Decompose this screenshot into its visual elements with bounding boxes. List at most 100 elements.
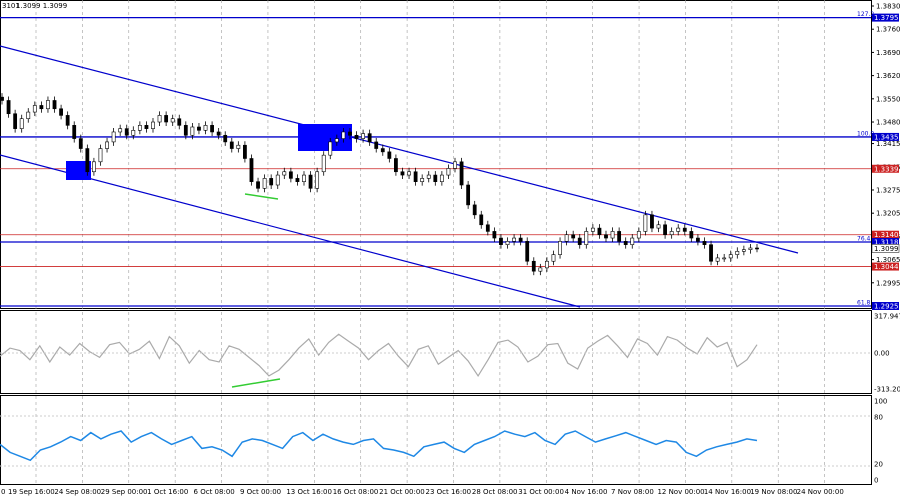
candle-body xyxy=(315,171,320,189)
candle-body xyxy=(387,151,392,159)
candle-body xyxy=(85,148,90,173)
candle-body xyxy=(65,115,70,126)
candle-body xyxy=(374,141,379,149)
x-tick-label: 29 Sep 00:00 xyxy=(101,488,148,496)
candle-body xyxy=(118,128,123,133)
candle-body xyxy=(92,161,96,173)
candle-body xyxy=(269,178,274,186)
x-tick-label: 4 Nov 16:00 xyxy=(565,488,608,496)
candle-body xyxy=(505,241,510,245)
x-tick-label: 7 Nov 08:00 xyxy=(611,488,654,496)
candle-body xyxy=(689,231,694,239)
rsi-tick-label: 100 xyxy=(874,398,887,406)
candle-body xyxy=(236,144,241,149)
candle-body xyxy=(604,234,608,239)
price-label-text: 1.3339 xyxy=(874,165,899,173)
candle-body xyxy=(183,125,188,136)
candle-body xyxy=(400,171,405,176)
candle-body xyxy=(531,260,536,272)
candle-body xyxy=(26,111,31,120)
candle-body xyxy=(321,154,326,173)
x-tick-label: 28 Oct 08:00 xyxy=(472,488,518,496)
channel-lower-line xyxy=(0,154,581,308)
candle-body xyxy=(229,141,234,149)
price-label-text: 1.3099 xyxy=(874,245,899,253)
fib-label: 127.2 xyxy=(857,11,874,18)
y-tick-label: 1.3065 xyxy=(876,256,900,264)
candle-body xyxy=(59,108,63,116)
candle-body xyxy=(525,241,530,262)
candle-body xyxy=(735,251,740,255)
candle-body xyxy=(518,237,523,242)
x-tick-label: 12 Nov 00:00 xyxy=(657,488,704,496)
rsi-line xyxy=(0,430,758,462)
candle-body xyxy=(446,168,451,176)
candle-body xyxy=(558,241,562,255)
price-label-text: 1.3435 xyxy=(874,133,899,141)
x-tick-label: 6 Oct 08:00 xyxy=(194,488,235,496)
candle-body xyxy=(728,254,733,259)
candle-body xyxy=(755,247,759,250)
x-tick-label: 9 Oct 00:00 xyxy=(240,488,281,496)
x-first-label: 0 xyxy=(1,488,5,496)
candle-body xyxy=(124,128,129,136)
fib-label: 100.0 xyxy=(857,130,874,137)
fib-labels: 127.2 100.0 76.4 61.8 xyxy=(857,11,874,306)
candle-body xyxy=(328,141,333,156)
candle-body xyxy=(256,181,260,189)
header-symbol: 3101 xyxy=(2,2,20,10)
rsi-tick-label: 20 xyxy=(874,461,883,469)
candle-body xyxy=(32,105,37,113)
y-tick-label: 1.3690 xyxy=(876,49,900,57)
candle-body xyxy=(367,133,372,143)
candle-body xyxy=(466,184,471,206)
candle-body xyxy=(190,126,195,136)
price-label-box xyxy=(872,238,899,247)
candle-body xyxy=(696,237,700,242)
y-tick-label: 1.3760 xyxy=(876,26,900,34)
candle-body xyxy=(0,96,4,101)
x-tick-label: 21 Oct 00:00 xyxy=(379,488,425,496)
candle-body xyxy=(426,174,431,179)
cci-tick-label: -313.204 xyxy=(874,386,900,394)
candle-body xyxy=(223,134,228,143)
candle-body xyxy=(709,244,713,262)
candle-body xyxy=(420,178,425,182)
candle-body xyxy=(98,148,103,163)
candle-body xyxy=(499,237,503,245)
candle-body xyxy=(650,214,654,229)
candle-body xyxy=(453,161,457,169)
price-label-text: 1.2925 xyxy=(874,303,899,311)
candle-body xyxy=(492,231,497,239)
rsi-panel xyxy=(0,395,872,485)
candle-body xyxy=(571,234,576,239)
candle-body xyxy=(656,224,661,229)
candle-body xyxy=(439,174,444,182)
candle-body xyxy=(741,249,746,252)
candle-body xyxy=(6,100,11,115)
candle-body xyxy=(479,214,484,226)
x-tick-label: 14 Nov 16:00 xyxy=(704,488,751,496)
candle-body xyxy=(151,121,155,129)
rsi-axis: 100 80 20 0 xyxy=(874,398,887,485)
y-tick-label: 1.3620 xyxy=(876,72,900,80)
candle-body xyxy=(111,131,116,143)
candle-body xyxy=(722,257,727,260)
y-tick-label: 1.3480 xyxy=(876,119,900,127)
candle-body xyxy=(459,161,464,186)
candle-body xyxy=(630,237,635,245)
candle-body xyxy=(636,231,641,239)
x-tick-label: 13 Oct 16:00 xyxy=(286,488,332,496)
candle-body xyxy=(643,214,648,232)
candle-body xyxy=(433,174,438,182)
x-tick-label: 23 Oct 16:00 xyxy=(426,488,472,496)
price-label-text: 1.3118 xyxy=(874,239,899,247)
candle-body xyxy=(669,231,674,236)
y-tick-label: 1.3275 xyxy=(876,186,900,194)
cci-tick-label: 0.00 xyxy=(874,349,890,357)
candle-body xyxy=(78,138,83,149)
candle-body xyxy=(72,125,77,139)
y-tick-label: 1.3830 xyxy=(876,3,900,11)
candle-body xyxy=(249,158,254,182)
x-tick-label: 19 Nov 08:00 xyxy=(750,488,797,496)
